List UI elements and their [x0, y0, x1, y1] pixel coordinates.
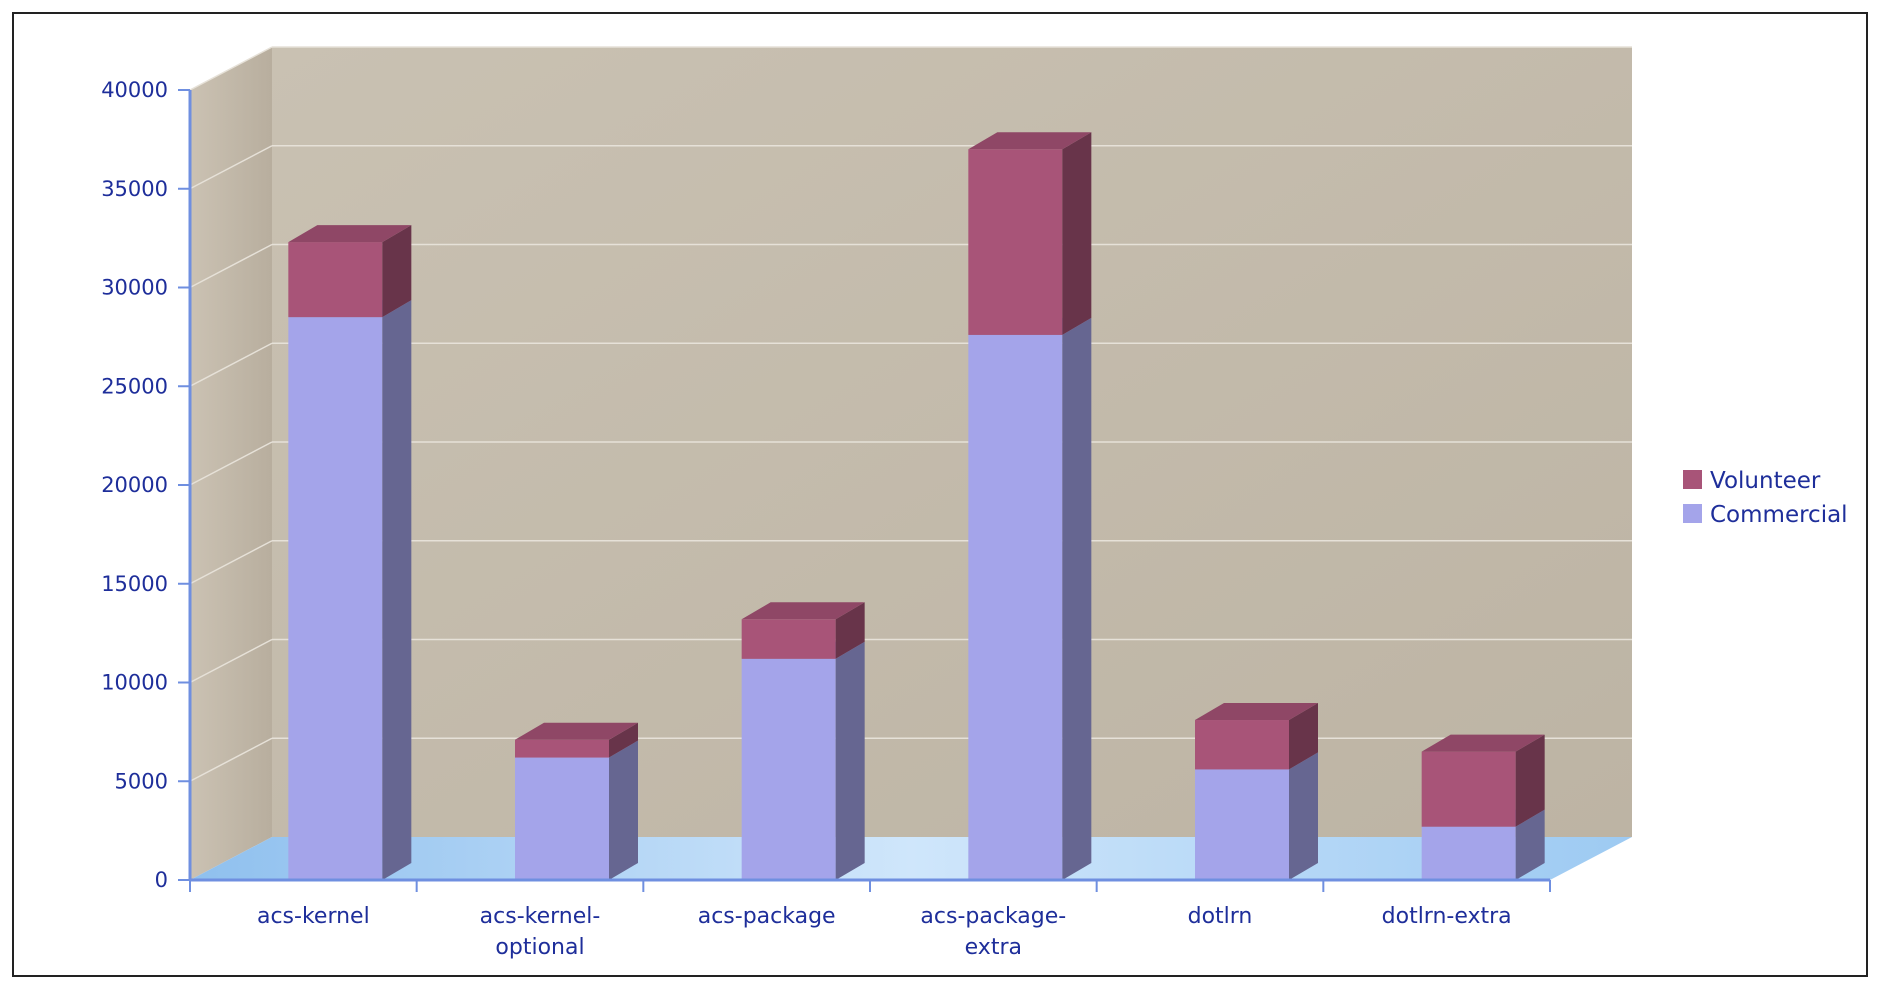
legend-swatch-volunteer [1683, 470, 1702, 489]
bar-commercial-front [1195, 769, 1289, 880]
legend-label-volunteer: Volunteer [1710, 468, 1821, 494]
x-tick-label: acs-package [698, 904, 836, 929]
legend-swatch-commercial [1683, 504, 1702, 523]
x-tick-label: acs-kernel- [480, 904, 601, 929]
y-tick-label: 25000 [101, 374, 168, 398]
bar-volunteer-front [742, 619, 836, 659]
legend: Volunteer Commercial [1683, 468, 1848, 528]
y-tick-label: 15000 [101, 572, 168, 596]
bar-volunteer-side [1062, 132, 1091, 335]
y-tick-label: 40000 [101, 78, 168, 102]
bar-commercial-side [1062, 318, 1091, 880]
x-tick-label: acs-kernel [257, 904, 370, 929]
bar-commercial-side [1289, 752, 1318, 880]
bar-commercial-side [382, 300, 411, 880]
bar-commercial-front [968, 335, 1062, 880]
y-tick-label: 35000 [101, 177, 168, 201]
y-tick-label: 0 [155, 868, 168, 892]
x-tick-label: acs-package- [920, 904, 1066, 929]
bar-commercial-front [1422, 827, 1516, 880]
bar-commercial-front [515, 758, 609, 880]
x-tick-label: optional [495, 935, 584, 960]
y-tick-label: 30000 [101, 276, 168, 300]
legend-label-commercial: Commercial [1710, 502, 1848, 528]
y-tick-label: 10000 [101, 671, 168, 695]
x-tick-label: dotlrn-extra [1382, 904, 1512, 929]
bar-commercial-side [609, 741, 638, 880]
bar-volunteer-front [1195, 720, 1289, 769]
bar-volunteer-front [288, 242, 382, 317]
bar-commercial-side [836, 642, 865, 880]
bar-volunteer-front [968, 149, 1062, 335]
y-tick-label: 20000 [101, 473, 168, 497]
bar-commercial-front [288, 317, 382, 880]
bar-volunteer-front [515, 740, 609, 758]
x-tick-label: dotlrn [1188, 904, 1253, 929]
x-tick-label: extra [965, 935, 1022, 960]
bar-commercial-front [742, 659, 836, 880]
bar-volunteer-front [1422, 752, 1516, 827]
y-tick-label: 5000 [115, 769, 168, 793]
